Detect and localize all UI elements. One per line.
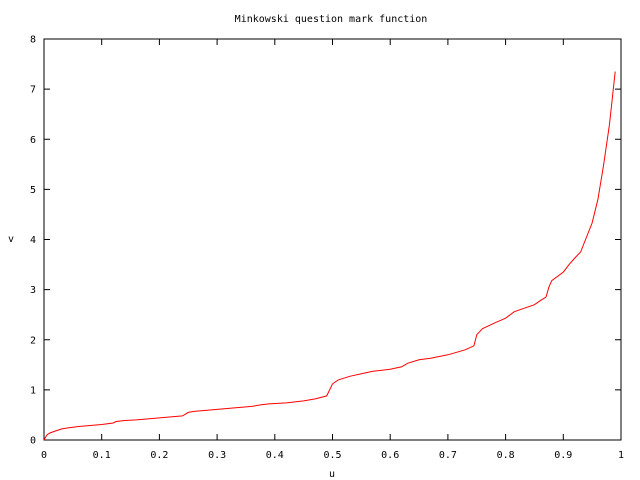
y-tick-label: 1 bbox=[30, 385, 36, 396]
x-tick-label: 0.8 bbox=[497, 450, 515, 461]
x-tick-label: 0.6 bbox=[381, 450, 399, 461]
x-tick-label: 0.9 bbox=[554, 450, 572, 461]
x-tick-label: 0 bbox=[41, 450, 47, 461]
x-axis-label: u bbox=[329, 469, 335, 480]
y-tick-label: 8 bbox=[30, 35, 36, 46]
series-line bbox=[43, 71, 616, 441]
y-axis-label: v bbox=[8, 234, 14, 245]
y-tick-label: 6 bbox=[30, 135, 36, 146]
plot-frame bbox=[43, 38, 622, 441]
x-tick-label: 0.5 bbox=[323, 450, 341, 461]
x-axis-ticks: 0 0.1 0.2 0.3 0.4 0.5 0.6 0.7 0.8 0.9 1 bbox=[41, 39, 624, 461]
x-tick-label: 1 bbox=[618, 450, 624, 461]
y-tick-label: 0 bbox=[30, 436, 36, 447]
y-axis-ticks: 0 1 2 3 4 5 6 7 8 bbox=[30, 35, 621, 447]
y-tick-label: 2 bbox=[30, 335, 36, 346]
x-tick-label: 0.7 bbox=[439, 450, 457, 461]
series-layer bbox=[43, 71, 616, 441]
chart-title: Minkowski question mark function bbox=[235, 14, 428, 25]
y-tick-label: 5 bbox=[30, 185, 36, 196]
y-tick-label: 3 bbox=[30, 285, 36, 296]
x-tick-label: 0.2 bbox=[150, 450, 168, 461]
x-tick-label: 0.1 bbox=[93, 450, 111, 461]
y-tick-label: 7 bbox=[30, 85, 36, 96]
y-tick-label: 4 bbox=[30, 235, 36, 246]
x-tick-label: 0.3 bbox=[208, 450, 226, 461]
x-tick-label: 0.4 bbox=[266, 450, 284, 461]
